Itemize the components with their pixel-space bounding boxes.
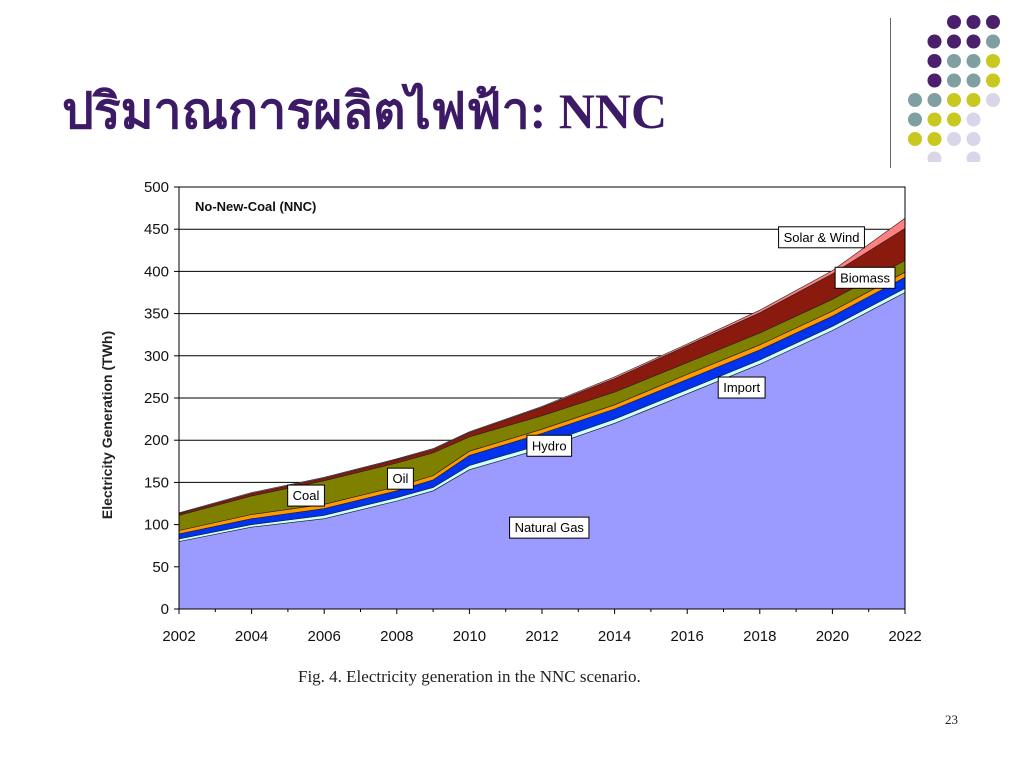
decor-dot bbox=[986, 54, 1000, 68]
decor-dot bbox=[986, 34, 1000, 49]
series-label-box bbox=[509, 516, 590, 539]
series-label-box bbox=[717, 376, 766, 399]
page-number: 23 bbox=[945, 712, 958, 727]
decor-dot bbox=[966, 93, 981, 107]
x-tick-label: 2012 bbox=[525, 628, 558, 645]
chart-container: 0 50 100 150 200 250 300 350 400 450 500 2002 2004 20… bbox=[95, 170, 935, 650]
decor-dot bbox=[966, 73, 981, 88]
x-tick-label: 2002 bbox=[162, 628, 195, 645]
x-tick-label: 2018 bbox=[743, 628, 776, 645]
y-tick-label: 450 bbox=[144, 221, 169, 238]
decor-dot bbox=[927, 93, 942, 107]
y-tick-label: 250 bbox=[144, 390, 169, 407]
series-label-box bbox=[834, 266, 896, 289]
decor-dot bbox=[927, 34, 942, 49]
decor-dot bbox=[947, 112, 961, 127]
decor-dot bbox=[908, 93, 922, 107]
decorative-dot-grid bbox=[905, 12, 1010, 166]
decor-dot bbox=[966, 54, 981, 68]
decor-dot bbox=[947, 73, 961, 88]
y-tick-label: 350 bbox=[144, 306, 169, 323]
figure-caption: Fig. 4. Electricity generation in the NN… bbox=[298, 667, 641, 686]
series-label-text: Solar & Wind bbox=[784, 230, 860, 245]
label-natural-gas: Natural Gas bbox=[509, 516, 590, 539]
series-label-text: Import bbox=[723, 380, 760, 395]
axes: 0 50 100 150 200 250 300 350 400 450 500 2002 2004 20… bbox=[144, 179, 922, 645]
decor-dot bbox=[908, 132, 922, 146]
y-tick-label: 300 bbox=[144, 348, 169, 365]
title-divider-line bbox=[890, 18, 891, 168]
area-series bbox=[178, 217, 906, 610]
decor-dot bbox=[947, 132, 961, 146]
decor-dot bbox=[947, 54, 961, 68]
y-tick-label: 150 bbox=[144, 474, 169, 491]
x-tick-label: 2008 bbox=[380, 628, 413, 645]
series-label-text: Natural Gas bbox=[515, 520, 585, 535]
series-label-box bbox=[386, 467, 414, 490]
x-tick-label: 2006 bbox=[308, 628, 341, 645]
x-tick-label: 2022 bbox=[888, 628, 921, 645]
decor-dot bbox=[986, 73, 1000, 88]
x-tick-label: 2016 bbox=[671, 628, 704, 645]
label-biomass: Biomass bbox=[834, 266, 896, 289]
decor-dot bbox=[966, 151, 981, 166]
decor-dot bbox=[908, 112, 922, 127]
decor-dot bbox=[947, 93, 961, 107]
decor-dot bbox=[986, 15, 1000, 29]
x-tick-label: 2014 bbox=[598, 628, 631, 645]
decor-dot bbox=[966, 34, 981, 49]
y-axis-title: Electricity Generation (TWh) bbox=[99, 331, 115, 519]
label-hydro: Hydro bbox=[526, 434, 573, 457]
x-tick-label: 2010 bbox=[453, 628, 486, 645]
series-label-box bbox=[778, 226, 865, 249]
y-tick-label: 100 bbox=[144, 517, 169, 534]
decor-dot bbox=[947, 34, 961, 49]
series-label-text: Coal bbox=[293, 488, 320, 503]
series-label-text: Oil bbox=[392, 471, 408, 486]
decor-dot bbox=[986, 93, 1000, 107]
series-label-text: Biomass bbox=[840, 270, 890, 285]
y-tick-label: 0 bbox=[161, 601, 169, 618]
label-oil: Oil bbox=[386, 467, 414, 490]
decor-dot bbox=[966, 112, 981, 127]
decor-dot bbox=[927, 112, 942, 127]
decor-dot bbox=[927, 132, 942, 146]
slide-title: ปริมาณการผลิตไฟฟ้า: NNC bbox=[62, 83, 668, 139]
y-tick-label: 50 bbox=[152, 559, 169, 576]
series-labels: Natural Gas Import Hydro Oil Coal Biomass Sola… bbox=[287, 226, 896, 539]
y-tick-label: 400 bbox=[144, 263, 169, 280]
series-label-box bbox=[287, 484, 325, 507]
x-tick-label: 2020 bbox=[816, 628, 849, 645]
x-tick-label: 2004 bbox=[235, 628, 268, 645]
label-solar-and-wind: Solar & Wind bbox=[778, 226, 865, 249]
label-coal: Coal bbox=[287, 484, 325, 507]
decor-dot bbox=[927, 151, 942, 166]
decor-dot bbox=[966, 132, 981, 146]
y-tick-label: 200 bbox=[144, 432, 169, 449]
decor-dot bbox=[947, 15, 961, 29]
series-label-text: Hydro bbox=[532, 438, 567, 453]
y-tick-label: 500 bbox=[144, 179, 169, 196]
dot-grid-graphic bbox=[908, 15, 1000, 166]
chart-title: No-New-Coal (NNC) bbox=[195, 199, 316, 214]
decor-dot bbox=[927, 73, 942, 88]
decor-dot bbox=[927, 54, 942, 68]
decor-dot bbox=[966, 15, 981, 29]
electricity-generation-chart: 0 50 100 150 200 250 300 350 400 450 500 2002 2004 20… bbox=[99, 179, 922, 645]
label-import: Import bbox=[717, 376, 766, 399]
series-label-box bbox=[526, 434, 573, 457]
